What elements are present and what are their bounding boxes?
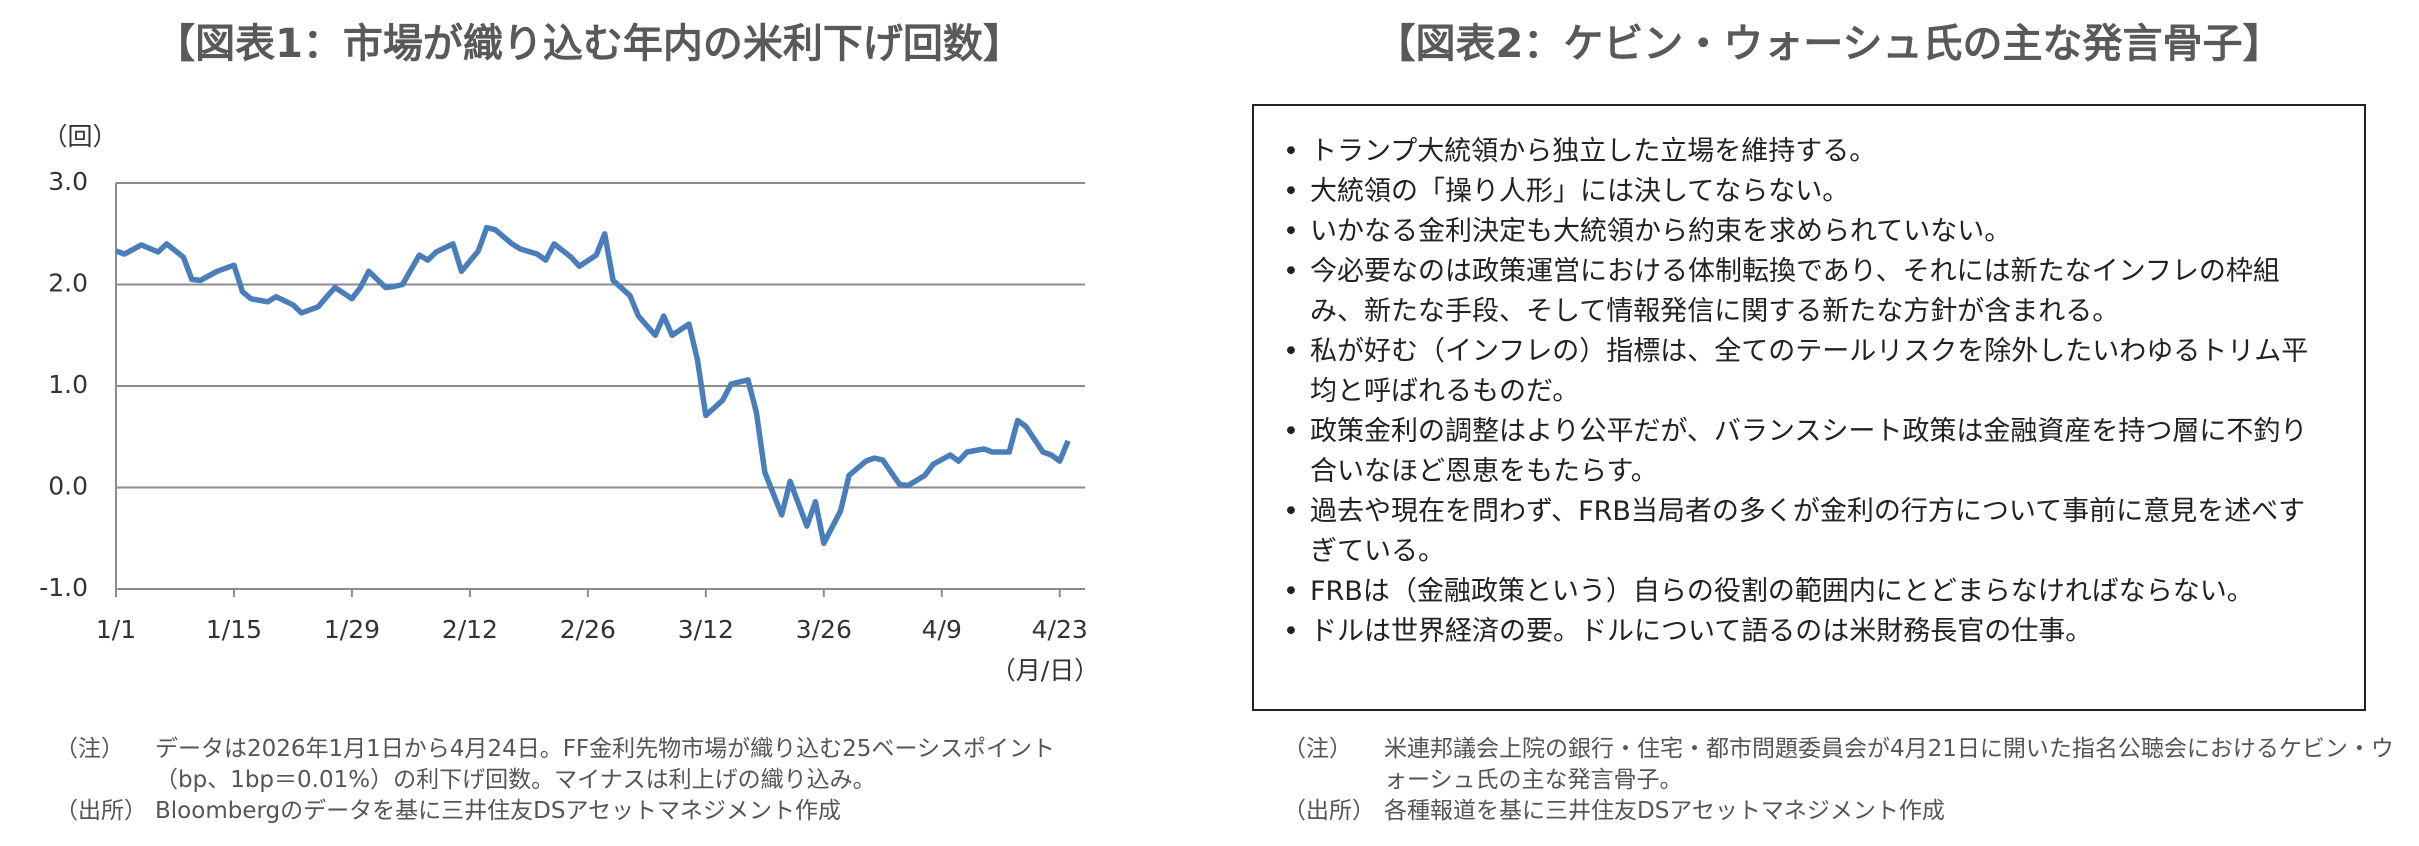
- statement: 今必要なのは政策運営における体制転換であり、それには新たなインフレの枠組み、新た…: [1283, 252, 2330, 332]
- x-tick-label: 3/12: [678, 615, 734, 644]
- y-tick-label: 1.0: [48, 370, 88, 399]
- statement: 大統領の「操り人形」には決してならない。: [1283, 172, 2330, 212]
- statement-box: [1252, 104, 2366, 711]
- x-tick-label: 2/26: [560, 615, 616, 644]
- note-text: 各種報道を基に三井住友DSアセットマネジメント作成: [1384, 798, 1945, 824]
- y-tick-label: 0.0: [48, 472, 88, 501]
- x-tick-label: 4/23: [1032, 615, 1088, 644]
- note-label: （注）: [1283, 736, 1352, 762]
- x-tick-label: 1/29: [324, 615, 380, 644]
- y-tick-label: 3.0: [48, 167, 88, 196]
- panel-title: 【図表2：ケビン・ウォーシュ氏の主な発言骨子】: [1375, 21, 2282, 67]
- note-label: （注）: [55, 736, 124, 762]
- x-tick-label: 3/26: [796, 615, 852, 644]
- statement: 過去や現在を問わず、FRB当局者の多くが金利の行方について事前に意見を述べすぎて…: [1283, 492, 2330, 572]
- note-text: 米連邦議会上院の銀行・住宅・都市問題委員会が4月21日に開いた指名公聴会における…: [1384, 736, 2394, 793]
- x-tick-label: 1/1: [96, 615, 136, 644]
- x-tick-label: 2/12: [442, 615, 498, 644]
- note-text: Bloombergのデータを基に三井住友DSアセットマネジメント作成: [155, 798, 841, 824]
- statement: 私が好む（インフレの）指標は、全てのテールリスクを除外したいわゆるトリム平均と呼…: [1283, 332, 2330, 412]
- x-unit: （月/日）: [991, 656, 1099, 685]
- statement: いかなる金利決定も大統領から約束を求められていない。: [1283, 212, 2330, 252]
- y-tick-label: -1.0: [39, 573, 88, 602]
- x-tick-label: 4/9: [922, 615, 962, 644]
- x-tick-label: 1/15: [206, 615, 262, 644]
- y-unit: （回）: [42, 122, 117, 151]
- chart-title: 【図表1：市場が織り込む年内の米利下げ回数】: [155, 21, 1023, 67]
- statement: ドルは世界経済の要。ドルについて語るのは米財務長官の仕事。: [1283, 612, 2330, 652]
- note-label: （出所）: [1283, 798, 1375, 824]
- statement: 政策金利の調整はより公平だが、バランスシート政策は金融資産を持つ層に不釣り合いな…: [1283, 412, 2330, 492]
- note-label: （出所）: [55, 798, 147, 824]
- note-text: データは2026年1月1日から4月24日。FF金利先物市場が織り込む25ベーシス…: [155, 736, 1055, 793]
- statement: トランプ大統領から独立した立場を維持する。: [1283, 132, 2330, 172]
- y-tick-label: 2.0: [48, 269, 88, 298]
- statement: FRBは（金融政策という）自らの役割の範囲内にとどまらなければならない。: [1283, 572, 2330, 612]
- data-line: [115, 224, 1071, 547]
